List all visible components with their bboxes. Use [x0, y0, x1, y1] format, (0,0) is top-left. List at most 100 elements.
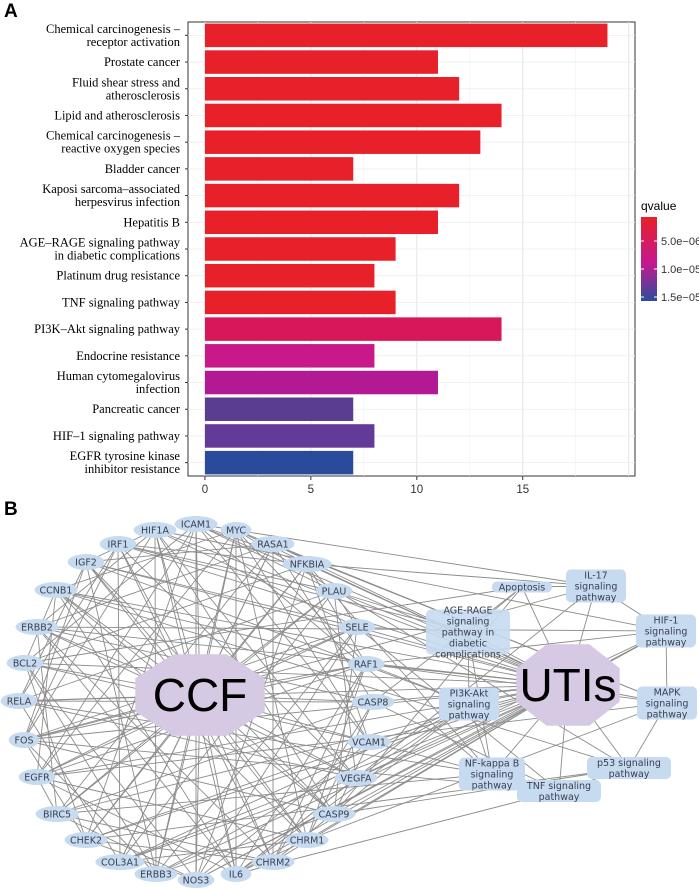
x-tick-label: 10	[410, 484, 423, 496]
network-edge	[85, 543, 274, 563]
gene-label: NFKBIA	[290, 560, 325, 571]
category-label: Hepatitis B	[123, 215, 180, 229]
pathway-label: HIF-1 signaling pathway	[645, 616, 688, 649]
gene-node	[35, 806, 79, 822]
network-edge	[119, 777, 357, 863]
category-label: Human cytomegalovirus infection	[57, 369, 181, 396]
pathway-node	[426, 609, 510, 655]
gene-label: CASP9	[319, 810, 350, 821]
network-edge	[355, 630, 667, 779]
category-label: Prostate cancer	[104, 55, 181, 69]
gene-label: CHRM2	[256, 858, 291, 869]
pathway-label: AGE-RAGE signaling pathway in diabetic compl…	[435, 606, 501, 661]
gene-node	[282, 556, 332, 572]
network-edge	[36, 776, 308, 841]
gene-node	[6, 655, 44, 671]
network-edge	[36, 589, 57, 778]
pathway-node	[637, 686, 697, 720]
category-label: Chemical carcinogenesis – receptor activa…	[46, 22, 181, 49]
gene-node	[133, 522, 177, 538]
gene-node	[220, 866, 252, 882]
gene-label: CHEK2	[70, 836, 102, 847]
network-edge	[272, 684, 569, 863]
hub-node-ccf	[135, 654, 265, 736]
pathway-node	[439, 687, 499, 721]
network-edge	[56, 773, 493, 815]
bar	[204, 77, 460, 101]
network-edge	[333, 626, 358, 815]
network-edge	[18, 590, 335, 702]
gene-node	[174, 516, 218, 532]
network-edge	[18, 543, 119, 702]
gene-node	[220, 522, 252, 538]
gene-label: COL3A1	[101, 858, 139, 869]
gene-label: IGF2	[75, 558, 97, 569]
gene-label: ICAM1	[181, 520, 211, 531]
network-edge	[117, 543, 308, 565]
network-edge	[195, 741, 370, 881]
bar	[204, 344, 375, 368]
network-edge	[55, 589, 630, 769]
gene-label: CASP8	[358, 698, 389, 709]
panel-b-label: B	[4, 499, 18, 520]
pathway-label: MAPK signaling pathway	[646, 688, 689, 721]
network-edge	[56, 813, 274, 863]
bar-chart: Chemical carcinogenesis – receptor activa…	[20, 21, 699, 496]
bar	[204, 103, 502, 128]
gene-label: BCL2	[13, 659, 37, 670]
network-edge	[235, 703, 470, 875]
legend-tick: 1.5e−05	[661, 292, 699, 304]
pathway-label: PI3K-Akt signaling pathway	[448, 689, 491, 722]
network-edge	[85, 839, 274, 863]
category-label: Fluid shear stress and atherosclerosis	[72, 75, 181, 102]
category-label: EGFR tyrosine kinase inhibitor resistance	[70, 449, 181, 476]
network-edge	[195, 626, 358, 881]
category-label: TNF signaling pathway	[62, 295, 181, 309]
hub-label-utis: UTIs	[519, 659, 616, 711]
hub-label-ccf: CCF	[153, 669, 248, 721]
bar	[204, 130, 481, 154]
x-tick-label: 15	[516, 484, 529, 496]
gene-label: RELA	[7, 697, 32, 708]
network-edge	[235, 529, 367, 665]
bar	[204, 210, 438, 235]
gene-node	[347, 734, 391, 750]
category-labels: Chemical carcinogenesis – receptor activa…	[20, 22, 188, 476]
gene-label: NOS3	[183, 876, 210, 887]
network-edge	[24, 586, 523, 664]
category-label: Lipid and atherosclerosis	[54, 108, 180, 122]
category-label: Kaposi sarcoma–associated herpesvirus inf…	[42, 182, 181, 209]
network-edge	[155, 626, 358, 875]
network-edge	[23, 739, 157, 875]
x-tick-label: 0	[202, 484, 208, 496]
gene-label: HIF1A	[141, 526, 169, 537]
gene-node	[15, 619, 59, 635]
network-edge	[36, 543, 274, 628]
network-diagram: CCF UTIs HIF1A ICAM1 MYC IRF1 RASA1 IGF2 NFKBIA C…	[0, 516, 697, 888]
network-edge	[56, 813, 197, 881]
legend-title: qvalue	[641, 199, 677, 213]
qvalue-legend: qvalue 5.0e−06 1.0e−05 1.5e−05	[641, 199, 699, 304]
bar	[204, 23, 608, 48]
bar	[204, 424, 375, 448]
gene-label: IRF1	[108, 540, 129, 551]
gene-node	[347, 656, 385, 672]
pathway-label: Apoptosis	[499, 583, 545, 594]
gene-label: ERBB2	[21, 623, 53, 634]
category-label: AGE–RAGE signaling pathway in diabetic co…	[20, 236, 181, 263]
pathway-node	[566, 569, 626, 603]
network-edge	[235, 663, 367, 875]
category-label: Pancreatic cancer	[92, 402, 181, 416]
gene-label: IL6	[229, 870, 243, 881]
gene-label: VCAM1	[352, 738, 386, 749]
gene-label: FOS	[15, 736, 34, 747]
network-edge	[195, 523, 493, 775]
network-edge	[55, 529, 237, 591]
category-label: Platinum drug resistance	[56, 269, 180, 283]
pathway-label: TNF signaling pathway	[526, 781, 591, 803]
network-edge	[23, 739, 335, 815]
network-edge	[85, 561, 470, 705]
bar	[204, 450, 354, 475]
hub-node-utis	[516, 644, 620, 726]
